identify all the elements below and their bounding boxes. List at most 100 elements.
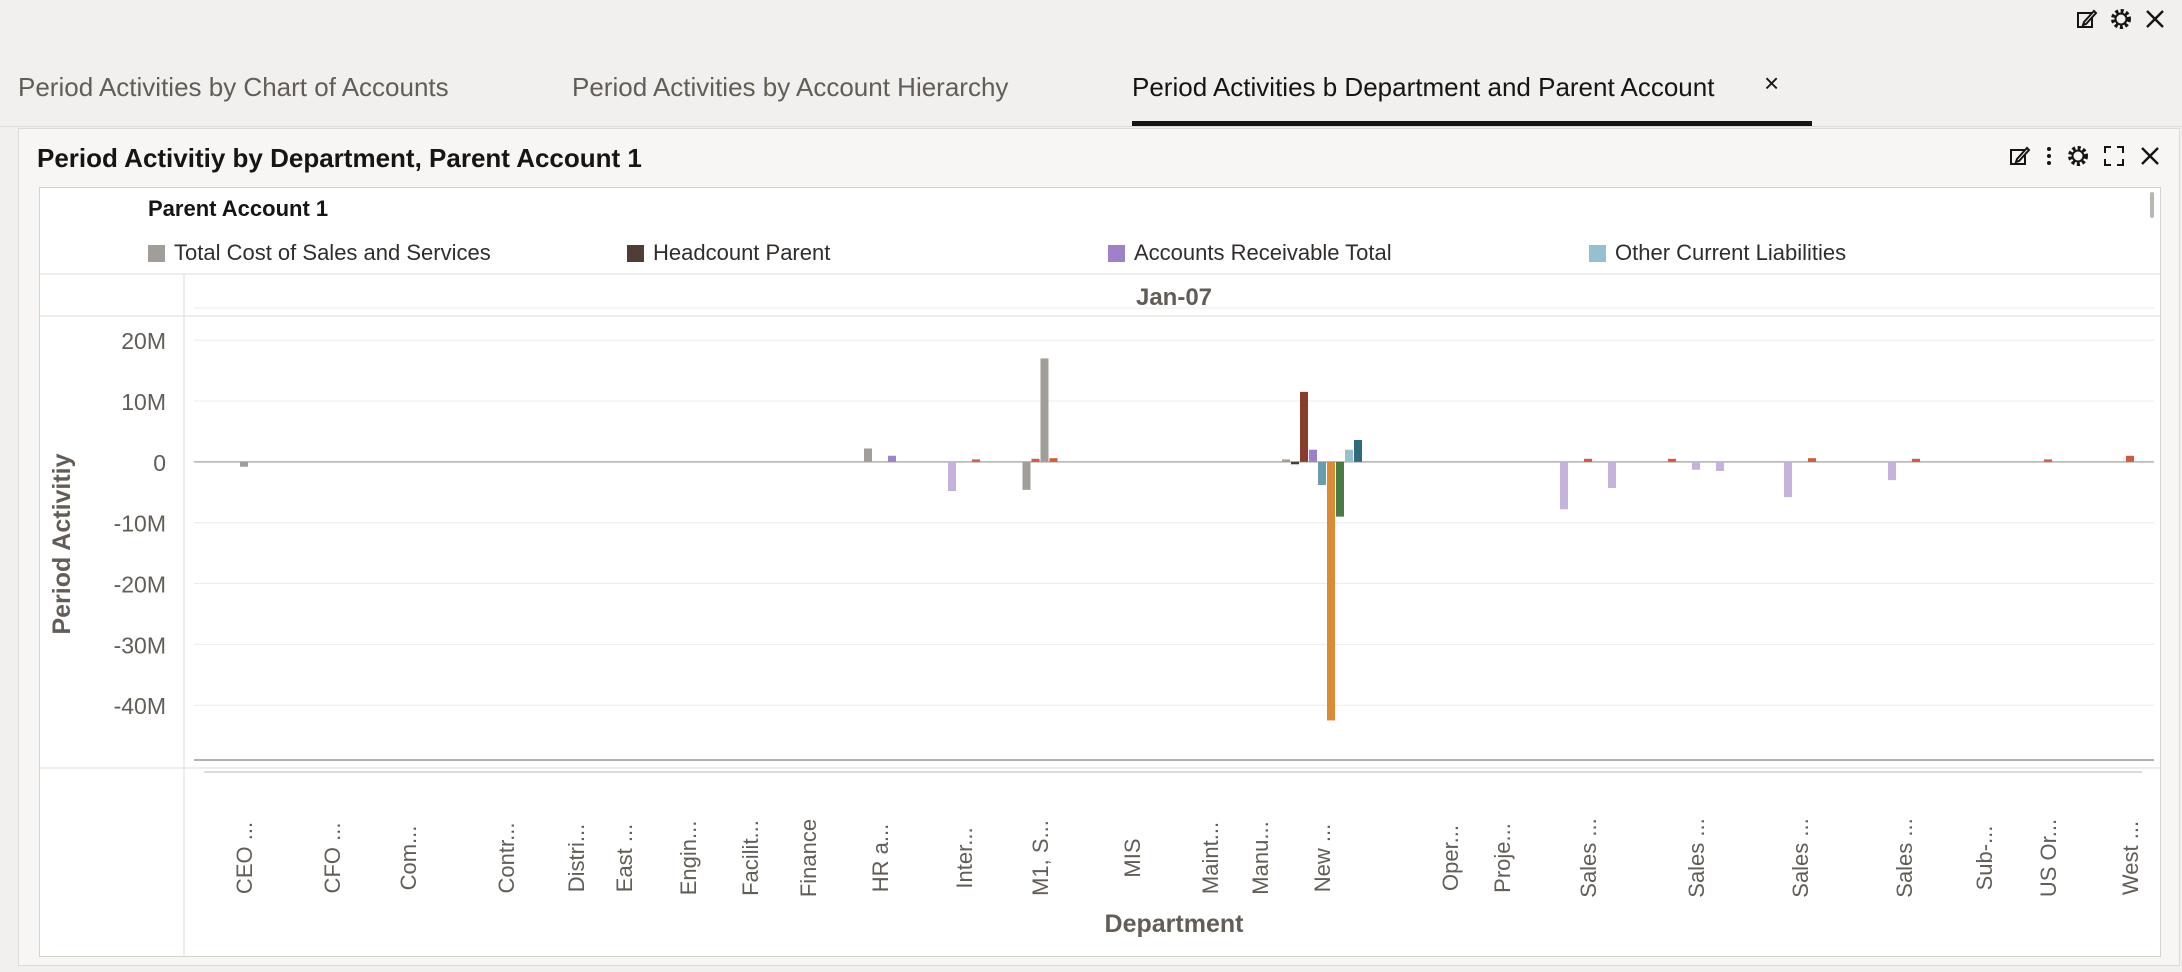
edit-icon[interactable] <box>2007 143 2033 169</box>
gear-icon[interactable] <box>2065 143 2091 169</box>
x-tick-label: Com... <box>396 826 421 891</box>
bar <box>1912 458 1920 462</box>
x-tick-label: HR a... <box>868 824 893 892</box>
x-tick-label: CFO ... <box>320 823 345 894</box>
x-tick-label: CEO ... <box>232 822 257 894</box>
bar <box>2044 459 2052 462</box>
tab-strip: Period Activities by Chart of Accounts P… <box>18 58 2158 126</box>
bar <box>1784 461 1792 498</box>
tab-strip-divider <box>0 126 2182 127</box>
period-label: Jan-07 <box>1136 284 1212 311</box>
x-tick-label: Sub-... <box>1972 826 1997 891</box>
bar <box>888 455 896 462</box>
y-tick-label: -20M <box>114 572 166 598</box>
tab-account-hierarchy[interactable]: Period Activities by Account Hierarchy <box>572 72 1009 102</box>
expand-icon[interactable] <box>2101 143 2127 169</box>
legend-label: Total Cost of Sales and Services <box>174 240 491 265</box>
x-tick-label: Oper... <box>1438 825 1463 891</box>
close-icon[interactable] <box>2142 6 2168 32</box>
tab-chart-of-accounts[interactable]: Period Activities by Chart of Accounts <box>18 72 449 102</box>
bar-chart: Jan-07 20M 10M 0 -10M -20M -30M -40M Period Acti… <box>40 273 2160 956</box>
legend-swatch <box>1589 245 1606 262</box>
bar <box>1808 458 1816 462</box>
active-tab-indicator <box>1132 121 1812 126</box>
x-tick-label: Sales ... <box>1892 818 1917 897</box>
bar <box>1318 461 1326 485</box>
x-tick-label: Inter... <box>952 827 977 888</box>
bar <box>1282 459 1290 462</box>
bar <box>1300 391 1308 462</box>
bar <box>240 461 248 467</box>
x-tick-label: Finance <box>796 819 821 897</box>
bar <box>2126 455 2134 462</box>
bar <box>1336 461 1344 517</box>
x-tick-label: M1, S... <box>1028 820 1053 896</box>
bar <box>1327 461 1335 721</box>
x-tick-label: West ... <box>2118 821 2143 895</box>
tab-department-parent-account[interactable]: Period Activities b Department and Paren… <box>1132 72 1715 102</box>
panel-title: Period Activitiy by Department, Parent A… <box>37 143 642 173</box>
tab-close-icon[interactable]: × <box>1764 68 1780 98</box>
report-panel: Period Activitiy by Department, Parent A… <box>18 128 2180 966</box>
y-tick-label: 0 <box>153 450 166 476</box>
legend-label: Accounts Receivable Total <box>1134 240 1392 265</box>
legend-label: Headcount Parent <box>653 240 831 265</box>
y-tick-label: 10M <box>121 389 166 415</box>
bar <box>1584 458 1592 462</box>
panel-toolbar <box>2007 143 2163 169</box>
bar <box>1022 461 1031 490</box>
bar <box>948 461 956 492</box>
legend-item[interactable]: Accounts Receivable Total <box>1108 240 1392 266</box>
x-tick-label: Manu... <box>1248 821 1273 894</box>
bar <box>972 459 980 462</box>
x-axis-title: Department <box>1105 910 1245 938</box>
chart-container: Parent Account 1 Total Cost of Sales and… <box>39 187 2161 957</box>
legend-swatch <box>1108 245 1125 262</box>
y-tick-label: -40M <box>114 693 166 719</box>
y-tick-label: -10M <box>114 511 166 537</box>
legend-title: Parent Account 1 <box>148 196 329 221</box>
legend-swatch <box>627 245 644 262</box>
bar <box>1049 458 1058 462</box>
bar <box>1040 358 1049 462</box>
bar <box>1668 458 1676 462</box>
bar <box>1291 461 1299 465</box>
x-tick-label: Proje... <box>1490 823 1515 893</box>
y-axis-title: Period Activitiy <box>48 453 76 634</box>
x-tick-label: Contr... <box>494 823 519 894</box>
x-tick-label: New ... <box>1310 824 1335 892</box>
x-tick-label: Maint... <box>1198 822 1223 894</box>
x-tick-label: Sales ... <box>1788 818 1813 897</box>
bar <box>1692 461 1700 470</box>
bar <box>1608 461 1616 489</box>
legend-scrollbar[interactable] <box>2150 192 2154 218</box>
x-tick-label: Sales ... <box>1684 818 1709 897</box>
close-icon[interactable] <box>2137 143 2163 169</box>
legend-item[interactable]: Total Cost of Sales and Services <box>148 240 491 266</box>
x-tick-label: Engin... <box>676 821 701 896</box>
x-tick-label: Sales ... <box>1576 818 1601 897</box>
legend-item[interactable]: Other Current Liabilities <box>1589 240 1846 266</box>
legend-label: Other Current Liabilities <box>1615 240 1847 265</box>
more-vertical-icon[interactable] <box>2043 143 2055 169</box>
edit-icon[interactable] <box>2074 6 2100 32</box>
legend-item[interactable]: Headcount Parent <box>627 240 830 266</box>
x-tick-label: MIS <box>1120 838 1145 877</box>
bar <box>1309 449 1317 462</box>
bar <box>1716 461 1724 471</box>
bar <box>1888 461 1896 481</box>
bar <box>1031 458 1040 462</box>
bar <box>864 448 872 462</box>
gear-icon[interactable] <box>2108 6 2134 32</box>
legend-swatch <box>148 245 165 262</box>
x-tick-label: Facilit... <box>738 820 763 896</box>
bar <box>1345 449 1353 462</box>
bar <box>1354 439 1362 462</box>
y-tick-label: -30M <box>114 632 166 658</box>
x-tick-label: US Or... <box>2036 819 2061 897</box>
x-tick-label: East ... <box>612 824 637 892</box>
global-toolbar <box>2074 6 2168 32</box>
x-tick-label: Distri... <box>564 824 589 892</box>
bar <box>1560 461 1568 510</box>
y-tick-label: 20M <box>121 328 166 354</box>
